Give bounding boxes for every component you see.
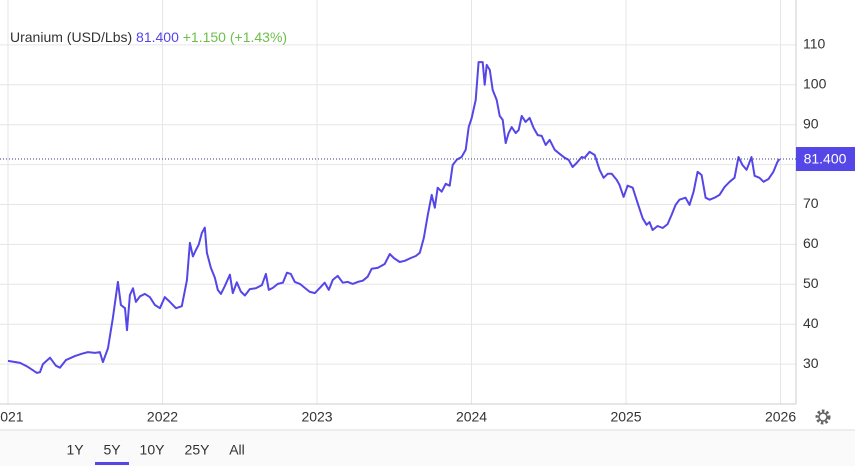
y-tick-label: 100 xyxy=(803,76,827,92)
range-bar xyxy=(0,430,855,466)
y-tick-label: 40 xyxy=(803,315,819,331)
range-button-label[interactable]: All xyxy=(229,442,245,458)
y-tick-label: 50 xyxy=(803,275,819,291)
range-button[interactable]: All xyxy=(229,442,245,458)
chart-header: Uranium (USD/Lbs) 81.400 +1.150 (+1.43%) xyxy=(10,29,287,45)
range-button-label[interactable]: 1Y xyxy=(66,442,84,458)
x-tick-label: 2023 xyxy=(301,409,332,425)
range-button[interactable]: 10Y xyxy=(140,442,166,458)
y-tick-label: 90 xyxy=(803,115,819,131)
last-price-label: 81.400 xyxy=(804,151,847,167)
range-button[interactable]: 5Y xyxy=(95,442,129,465)
y-tick-label: 110 xyxy=(803,36,826,52)
x-tick-label: 2026 xyxy=(765,409,796,425)
y-tick-label: 30 xyxy=(803,355,819,371)
range-button-label[interactable]: 25Y xyxy=(185,442,211,458)
change: +1.150 xyxy=(183,29,226,45)
x-tick-label: 2024 xyxy=(456,409,487,425)
change-pct: (+1.43%) xyxy=(230,29,287,45)
last-price-box xyxy=(796,147,855,172)
price: 81.400 xyxy=(136,29,179,45)
range-button-label[interactable]: 10Y xyxy=(140,442,166,458)
price-line xyxy=(7,61,781,374)
range-button[interactable]: 25Y xyxy=(185,442,211,458)
settings-icon[interactable] xyxy=(815,409,831,425)
y-tick-label: 60 xyxy=(803,235,819,251)
range-button-label[interactable]: 5Y xyxy=(103,442,121,458)
x-tick-label: 2022 xyxy=(147,409,178,425)
series-name: Uranium (USD/Lbs) xyxy=(10,29,132,45)
range-selected-underline xyxy=(95,462,129,465)
x-tick-label: 2025 xyxy=(610,409,641,425)
y-tick-label: 70 xyxy=(803,195,819,211)
x-tick-label: 2021 xyxy=(0,409,24,425)
range-button[interactable]: 1Y xyxy=(66,442,84,458)
